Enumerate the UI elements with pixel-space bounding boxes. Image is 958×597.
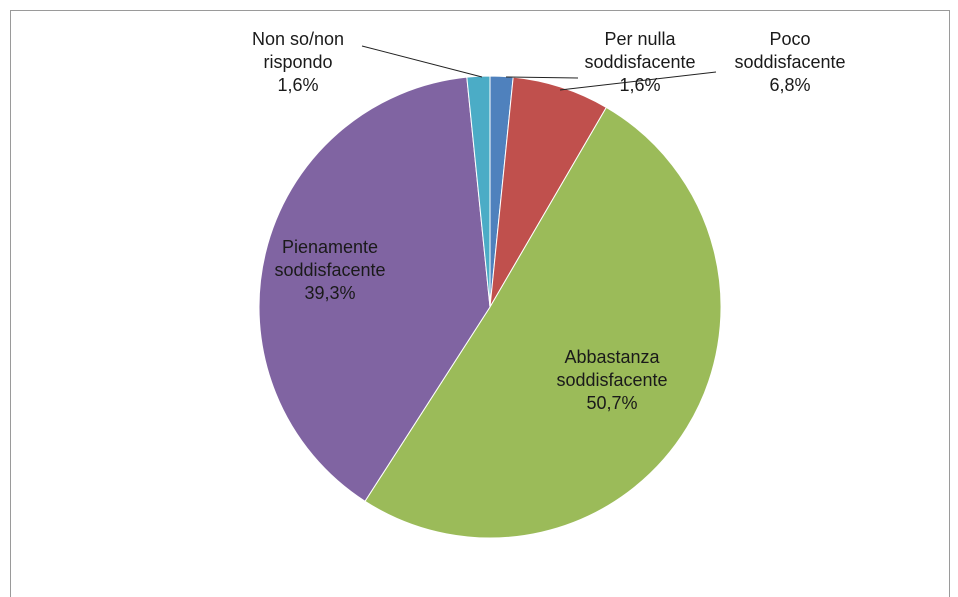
pie	[258, 75, 722, 539]
category-label: Per nulla soddisfacente	[584, 29, 696, 72]
slice-label: Per nulla soddisfacente 1,6%	[565, 28, 715, 97]
category-label: Abbastanza soddisfacente	[556, 347, 668, 390]
slice-label: Non so/non rispondo 1,6%	[236, 28, 361, 97]
leader-line	[559, 71, 717, 91]
value-label: 1,6%	[277, 75, 319, 95]
leader-line	[505, 76, 579, 79]
leader-line	[361, 45, 483, 78]
value-label: 6,8%	[769, 75, 811, 95]
value-label: 50,7%	[586, 393, 638, 413]
category-label: Poco soddisfacente	[734, 29, 846, 72]
value-label: 1,6%	[619, 75, 661, 95]
category-label: Pienamente soddisfacente	[274, 237, 386, 280]
pie-slice	[258, 76, 491, 502]
slice-label: Poco soddisfacente 6,8%	[715, 28, 865, 97]
slice-label: Pienamente soddisfacente 39,3%	[255, 236, 405, 305]
pie-slice	[364, 106, 722, 539]
value-label: 39,3%	[304, 283, 356, 303]
category-label: Non so/non rispondo	[251, 29, 345, 72]
slice-label: Abbastanza soddisfacente 50,7%	[537, 346, 687, 415]
